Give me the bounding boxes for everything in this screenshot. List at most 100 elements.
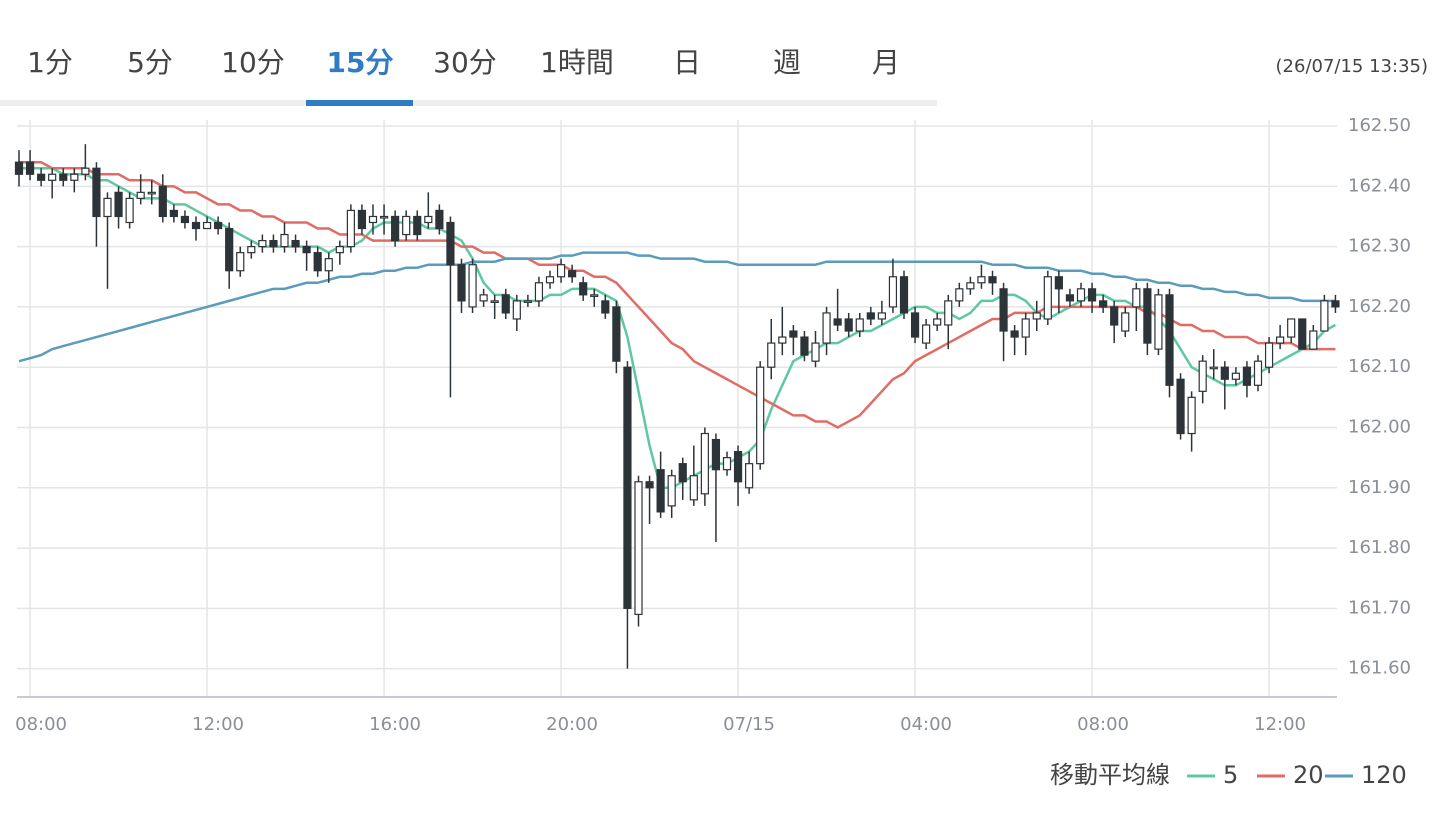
y-tick-label: 162.50 <box>1348 115 1411 136</box>
candle-body <box>214 221 223 230</box>
candle-body <box>1231 372 1240 380</box>
tab[interactable]: 15分 <box>327 46 394 79</box>
tab[interactable]: 1時間 <box>540 46 614 79</box>
candle-body <box>800 336 809 356</box>
tab[interactable]: 5分 <box>127 46 173 79</box>
candle-body <box>1198 360 1207 392</box>
candle-body <box>1276 336 1285 344</box>
candle-body <box>1065 294 1075 302</box>
candle-body <box>158 185 167 218</box>
candle-body <box>1264 342 1274 368</box>
candle-body <box>623 366 632 609</box>
x-tick-label: 07/15 <box>723 714 775 735</box>
candle-body <box>48 173 57 181</box>
candle-body <box>645 481 654 489</box>
candle-body <box>1043 276 1052 320</box>
candle-body <box>92 167 101 218</box>
candle-body <box>169 209 178 218</box>
x-tick-label: 08:00 <box>15 714 67 735</box>
tab[interactable]: 月 <box>872 46 900 79</box>
candle-body <box>424 215 433 224</box>
candle-body <box>523 300 532 303</box>
y-tick-label: 161.60 <box>1348 658 1411 679</box>
y-tick-label: 162.40 <box>1348 175 1411 196</box>
candle-body <box>678 463 687 483</box>
candle-body <box>910 312 920 338</box>
candle-body <box>1176 378 1185 435</box>
candle-body <box>357 209 367 230</box>
candle-body <box>202 221 212 230</box>
candle-body <box>966 282 975 290</box>
candle-body <box>767 342 776 368</box>
candle-body <box>1298 318 1307 350</box>
candle-body <box>1010 330 1019 338</box>
candle-body <box>833 318 842 326</box>
candle-body <box>733 451 743 483</box>
candle-body <box>944 300 953 326</box>
candle-body <box>933 318 942 326</box>
candle-body <box>479 294 488 302</box>
candle-body <box>413 215 422 236</box>
candle-body <box>391 215 400 242</box>
timestamp: (26/07/15 13:35) <box>1276 56 1428 77</box>
candle-body <box>1242 366 1252 386</box>
candle-body <box>280 233 289 248</box>
y-tick-label: 161.80 <box>1348 537 1411 558</box>
candle-body <box>1154 294 1163 350</box>
tab[interactable]: 週 <box>773 46 801 79</box>
x-tick-label: 16:00 <box>369 714 421 735</box>
candle-body <box>1209 366 1218 370</box>
tab-bar <box>0 100 937 106</box>
candle-body <box>468 264 477 308</box>
candle-body <box>556 264 566 278</box>
candle-body <box>634 481 643 615</box>
candle-body <box>977 276 986 284</box>
candle-body <box>1021 318 1030 338</box>
candle-body <box>1054 276 1063 290</box>
candle-body <box>988 276 997 284</box>
tab[interactable]: 1分 <box>27 46 73 79</box>
candle-body <box>435 209 444 230</box>
candle-body <box>1253 360 1263 386</box>
candle-body <box>756 366 765 465</box>
candle-body <box>789 330 798 338</box>
tab[interactable]: 日 <box>673 46 701 79</box>
legend-label: 5 <box>1223 761 1238 789</box>
candle-body <box>922 324 931 344</box>
tab[interactable]: 10分 <box>221 46 285 79</box>
candle-body <box>1121 312 1130 332</box>
candle-body <box>136 191 145 199</box>
candle-body <box>1110 306 1119 326</box>
candle-body <box>368 215 378 224</box>
x-tick-label: 04:00 <box>900 714 952 735</box>
candle-body <box>545 276 555 284</box>
candle-body <box>346 209 355 248</box>
candle-body <box>1331 300 1340 308</box>
candle-body <box>999 288 1008 332</box>
candle-body <box>402 215 411 236</box>
candle-body <box>811 342 820 362</box>
candle-body <box>1087 288 1097 302</box>
candle-body <box>866 312 875 320</box>
moving-average-line <box>19 166 1337 490</box>
x-tick-label: 12:00 <box>192 714 244 735</box>
candle-body <box>247 246 256 254</box>
tab[interactable]: 30分 <box>433 46 497 79</box>
candle-body <box>236 252 245 272</box>
candle-body <box>877 312 886 320</box>
candle-body <box>114 191 123 218</box>
candle-body <box>37 173 46 181</box>
candle-body <box>14 161 24 175</box>
candle-body <box>722 457 732 471</box>
candle-body <box>1309 330 1318 350</box>
y-tick-label: 161.70 <box>1348 597 1411 618</box>
candle-body <box>955 288 964 302</box>
candle-body <box>700 432 709 495</box>
candle-body <box>512 300 521 320</box>
candle-body <box>324 258 333 272</box>
candle-body <box>1320 300 1329 332</box>
candle-body <box>81 167 90 175</box>
y-tick-label: 162.20 <box>1348 296 1411 317</box>
y-tick-label: 162.30 <box>1348 236 1411 257</box>
